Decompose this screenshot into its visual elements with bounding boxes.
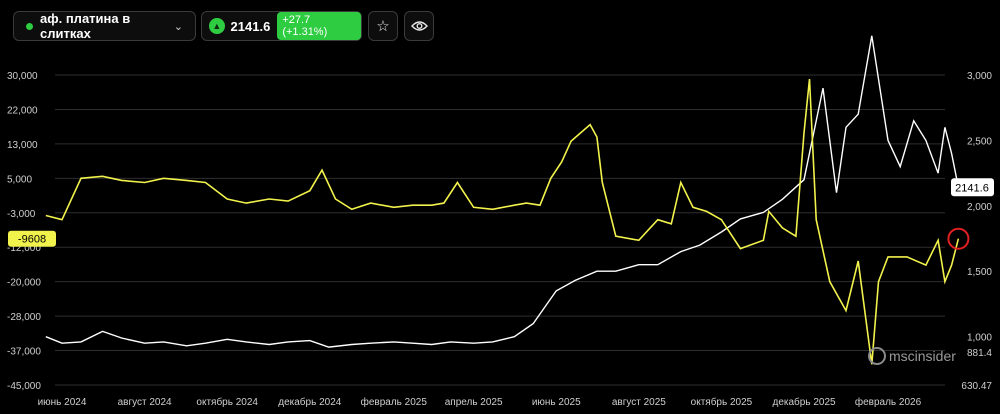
instrument-selector[interactable]: аф. платина в слитках ⌄	[13, 11, 196, 41]
price-last-badge	[951, 178, 994, 197]
x-tick-label: июнь 2024	[38, 397, 87, 408]
left-tick-label: -28,000	[7, 312, 41, 323]
x-tick-label: август 2024	[118, 397, 172, 408]
visibility-button[interactable]	[404, 11, 434, 41]
right-tick-label: 881.4	[967, 348, 992, 359]
net-last-badge	[8, 230, 56, 247]
price-change-badge: +27.7 (+1.31%)	[277, 12, 361, 40]
last-point-marker	[947, 227, 970, 250]
favorite-button[interactable]: ☆	[368, 11, 398, 41]
right-axis: 3,000 2,500 2,000 1,500 1,000 881.4 630.47	[961, 71, 992, 392]
chevron-down-icon: ⌄	[173, 20, 183, 33]
left-tick-label: 13,000	[7, 140, 38, 151]
net-last-value: -9608	[18, 234, 46, 246]
left-tick-label: -3,000	[7, 209, 36, 220]
left-tick-label: -20,000	[7, 278, 41, 289]
x-tick-label: июнь 2025	[532, 397, 581, 408]
x-tick-label: апрель 2025	[445, 397, 503, 408]
current-price: 2141.6	[230, 18, 271, 34]
instrument-name: аф. платина в слитках	[40, 11, 131, 41]
gridlines	[55, 74, 945, 386]
x-tick-label: август 2025	[612, 397, 666, 408]
right-tick-label: 1,500	[967, 267, 992, 278]
toolbar: аф. платина в слитках ⌄ ▲ 2141.6 +27.7 (…	[0, 0, 1000, 52]
right-tick-label: 2,500	[967, 136, 992, 147]
left-tick-label: -37,000	[7, 347, 41, 358]
triangle-up-icon: ▲	[209, 18, 225, 34]
right-tick-label: 3,000	[967, 71, 992, 82]
left-tick-label: -12,000	[7, 243, 41, 254]
star-icon: ☆	[376, 18, 390, 35]
left-tick-label: 22,000	[7, 105, 38, 116]
x-tick-label: февраль 2026	[855, 396, 922, 408]
right-tick-label: 1,000	[967, 333, 992, 344]
x-tick-label: декабрь 2025	[773, 396, 837, 408]
last-value-badges: -9608 2141.6	[8, 178, 994, 247]
right-tick-label: 630.47	[961, 381, 992, 392]
x-tick-label: декабрь 2024	[278, 396, 342, 408]
left-axis: 30,000 22,000 13,000 5,000 -3,000 -12,000 -20,…	[7, 71, 41, 392]
x-axis: июнь 2024 август 2024 октябрь 2024 декабрь …	[38, 396, 922, 408]
x-tick-label: октябрь 2024	[196, 396, 258, 408]
left-tick-label: 5,000	[7, 174, 32, 185]
left-tick-label: 30,000	[7, 71, 38, 82]
x-tick-label: февраль 2025	[361, 396, 428, 408]
price-series-line	[45, 35, 960, 348]
quote-box: ▲ 2141.6 +27.7 (+1.31%)	[201, 11, 362, 41]
watermark-logo-icon	[868, 347, 886, 365]
x-tick-label: октябрь 2025	[691, 396, 753, 408]
watermark-text: mscinsider	[889, 348, 956, 364]
status-dot	[26, 22, 33, 30]
eye-icon	[410, 21, 428, 31]
watermark: mscinsider	[868, 347, 956, 365]
left-tick-label: -45,000	[7, 381, 41, 392]
right-tick-label: 2,000	[967, 202, 992, 213]
price-last-value: 2141.6	[955, 182, 989, 194]
net-position-series-line	[45, 79, 960, 365]
